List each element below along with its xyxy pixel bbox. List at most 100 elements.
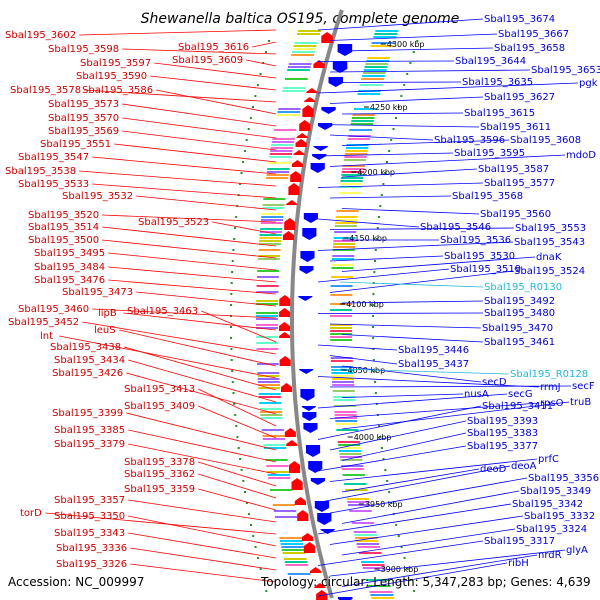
left-gene-label: Sbal195_3597 xyxy=(80,58,151,69)
forward-gene-arrow xyxy=(295,139,307,147)
tick-mark xyxy=(374,249,377,251)
right-gene-label: Sbal195_3635 xyxy=(462,77,533,88)
cog-stripe xyxy=(332,255,355,257)
cog-stripe xyxy=(365,63,389,65)
cog-stripe xyxy=(256,285,279,287)
scale-label: 4150 kbp xyxy=(349,234,387,243)
left-leader-line xyxy=(102,226,277,247)
reverse-gene-arrow xyxy=(303,423,318,433)
cog-stripe xyxy=(266,465,289,467)
cog-stripe xyxy=(260,417,283,419)
forward-gene-arrow xyxy=(294,497,306,505)
left-gene-label: leuS xyxy=(94,325,116,336)
cog-stripe xyxy=(339,453,362,455)
right-leader-line xyxy=(341,47,494,52)
cog-stripe xyxy=(335,420,358,422)
cog-stripe xyxy=(276,114,300,116)
left-leader-line xyxy=(252,41,277,48)
tick-mark xyxy=(375,238,378,240)
reverse-gene-arrow xyxy=(301,406,316,411)
cog-stripe xyxy=(333,399,356,401)
cog-stripe xyxy=(342,168,365,170)
cog-stripe xyxy=(271,144,294,146)
forward-gene-arrow xyxy=(304,97,316,102)
tick-mark xyxy=(372,337,375,339)
reverse-gene-arrow xyxy=(299,369,314,374)
cog-stripe xyxy=(268,162,291,164)
cog-stripe xyxy=(270,150,293,152)
right-gene-label: Sbal195_3377 xyxy=(467,441,538,452)
tick-mark xyxy=(390,502,393,504)
right-leader-line xyxy=(341,112,464,115)
left-leader-line xyxy=(92,183,277,199)
left-gene-label: Sbal195_3434 xyxy=(54,355,125,366)
cog-stripe xyxy=(256,276,279,278)
cog-stripe xyxy=(339,456,362,458)
tick-mark xyxy=(235,216,238,218)
left-leader-line xyxy=(102,214,277,223)
tick-mark xyxy=(240,469,243,471)
right-leader-line xyxy=(317,503,512,535)
left-gene-label: Sbal195_3343 xyxy=(54,528,125,539)
cog-stripe xyxy=(256,342,279,344)
right-leader-line xyxy=(341,468,480,493)
cog-stripe xyxy=(335,417,358,419)
right-gene-label: Sbal195_3332 xyxy=(524,511,595,522)
cog-stripe xyxy=(279,537,302,539)
right-gene-label: Sbal195_3393 xyxy=(467,416,538,427)
left-gene-label: Sbal195_3578 xyxy=(10,85,81,96)
cog-stripe xyxy=(293,45,317,47)
left-gene-label: Sbal195_3326 xyxy=(56,559,127,570)
tick-mark xyxy=(244,491,246,493)
cog-stripe xyxy=(272,138,295,140)
left-leader-line xyxy=(114,143,277,163)
tick-mark xyxy=(372,348,375,350)
tick-mark xyxy=(257,557,260,559)
cog-stripe xyxy=(330,360,353,362)
cog-stripe xyxy=(259,240,282,242)
reverse-gene-arrow xyxy=(318,123,333,130)
cog-stripe xyxy=(267,168,290,170)
cog-stripe xyxy=(256,327,278,329)
cog-stripe xyxy=(258,384,280,386)
forward-gene-arrow xyxy=(279,332,291,338)
forward-gene-arrow xyxy=(296,133,308,138)
left-gene-label: Sbal195_3598 xyxy=(48,44,119,55)
cog-stripe xyxy=(332,258,354,260)
left-leader-line xyxy=(119,329,277,367)
right-gene-label: Sbal195_3595 xyxy=(454,148,525,159)
left-gene-label: Sbal195_3452 xyxy=(8,317,79,328)
forward-gene-arrow xyxy=(284,218,296,230)
tick-mark xyxy=(400,95,403,97)
cog-stripe xyxy=(331,378,354,380)
cog-stripe xyxy=(369,591,393,593)
cog-stripe xyxy=(256,336,279,338)
cog-stripe xyxy=(266,171,290,173)
tick-mark xyxy=(239,183,241,185)
cog-stripe xyxy=(330,339,353,341)
genome-backbone xyxy=(290,9,344,599)
right-leader-line xyxy=(329,323,482,329)
right-leader-line xyxy=(317,405,482,440)
cog-stripe xyxy=(333,243,356,245)
cog-stripe xyxy=(349,510,372,512)
cog-stripe xyxy=(259,408,282,410)
cog-stripe xyxy=(332,390,355,392)
forward-gene-arrow xyxy=(310,567,322,573)
forward-gene-arrow xyxy=(288,183,300,195)
tick-mark xyxy=(384,469,387,471)
cog-stripe xyxy=(363,69,387,71)
right-leader-line xyxy=(341,490,520,524)
right-leader-line xyxy=(329,385,572,388)
cog-stripe xyxy=(370,594,394,596)
tick-mark xyxy=(403,84,406,86)
tick-mark xyxy=(231,260,234,262)
cog-stripe xyxy=(269,156,292,158)
tick-mark xyxy=(388,150,391,152)
tick-mark xyxy=(416,40,419,42)
right-gene-label: nusA xyxy=(464,389,489,400)
cog-stripe xyxy=(332,384,355,386)
tick-mark xyxy=(234,227,237,229)
right-gene-label: Sbal195_3524 xyxy=(514,266,585,277)
